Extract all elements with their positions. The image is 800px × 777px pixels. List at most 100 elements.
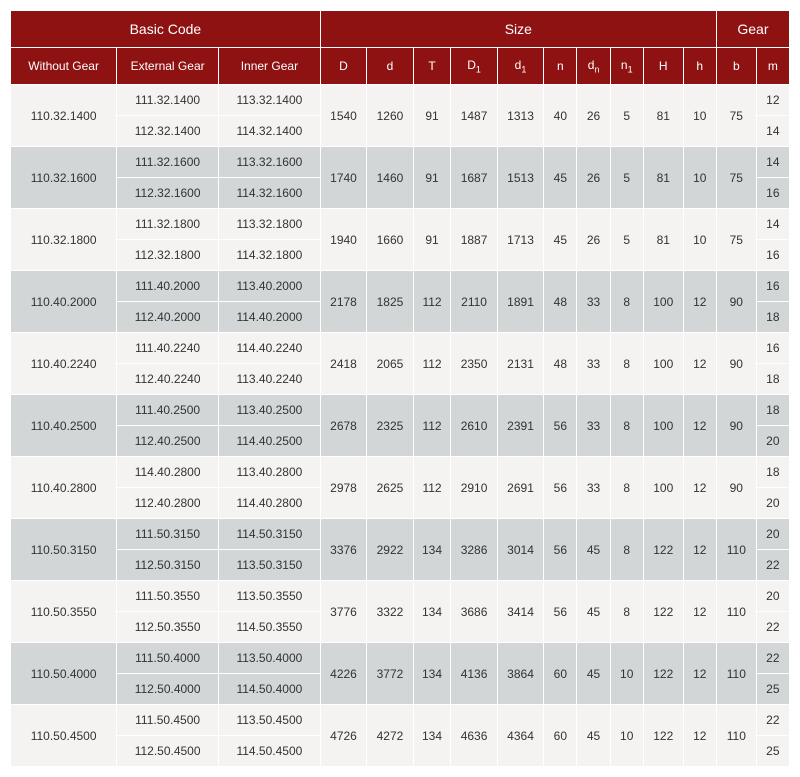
cell-T: 91	[413, 147, 451, 209]
table-row: 110.40.2500111.40.2500113.40.25002678232…	[11, 395, 790, 426]
cell-D: 2978	[320, 457, 366, 519]
cell-D1: 2110	[451, 271, 497, 333]
cell-m: 20	[756, 426, 789, 457]
cell-D: 3376	[320, 519, 366, 581]
cell-T: 134	[413, 519, 451, 581]
cell-h: 12	[683, 643, 716, 705]
cell-inner-gear: 113.32.1400	[219, 85, 321, 116]
cell-d1: 1713	[497, 209, 543, 271]
cell-n1: 5	[610, 209, 643, 271]
cell-d1: 3864	[497, 643, 543, 705]
cell-without-gear: 110.40.2240	[11, 333, 117, 395]
cell-without-gear: 110.50.3550	[11, 581, 117, 643]
table-row: 110.50.3150111.50.3150114.50.31503376292…	[11, 519, 790, 550]
cell-n1: 8	[610, 395, 643, 457]
cell-without-gear: 110.50.4000	[11, 643, 117, 705]
cell-D: 4226	[320, 643, 366, 705]
cell-inner-gear: 113.50.3150	[219, 550, 321, 581]
cell-H: 100	[643, 457, 683, 519]
cell-n: 56	[544, 519, 577, 581]
cell-n: 60	[544, 643, 577, 705]
cell-D1: 4636	[451, 705, 497, 767]
cell-m: 25	[756, 674, 789, 705]
cell-external-gear: 112.32.1600	[117, 178, 219, 209]
hdr-d: d	[367, 48, 413, 85]
cell-d1: 3014	[497, 519, 543, 581]
cell-n1: 10	[610, 705, 643, 767]
cell-T: 91	[413, 209, 451, 271]
cell-dn: 26	[577, 209, 610, 271]
cell-n: 45	[544, 147, 577, 209]
cell-H: 81	[643, 147, 683, 209]
cell-n1: 8	[610, 271, 643, 333]
cell-d: 2325	[367, 395, 413, 457]
cell-external-gear: 112.50.4000	[117, 674, 219, 705]
cell-m: 18	[756, 457, 789, 488]
cell-T: 134	[413, 643, 451, 705]
cell-inner-gear: 114.50.3150	[219, 519, 321, 550]
cell-H: 122	[643, 581, 683, 643]
cell-h: 12	[683, 581, 716, 643]
cell-h: 12	[683, 457, 716, 519]
cell-without-gear: 110.40.2800	[11, 457, 117, 519]
cell-b: 110	[716, 519, 756, 581]
cell-inner-gear: 114.50.4000	[219, 674, 321, 705]
hdr-n1: n1	[610, 48, 643, 85]
cell-h: 10	[683, 209, 716, 271]
cell-dn: 26	[577, 85, 610, 147]
cell-inner-gear: 113.50.4500	[219, 705, 321, 736]
cell-inner-gear: 114.32.1800	[219, 240, 321, 271]
cell-m: 16	[756, 178, 789, 209]
cell-dn: 33	[577, 457, 610, 519]
cell-D1: 3686	[451, 581, 497, 643]
cell-T: 112	[413, 271, 451, 333]
cell-external-gear: 112.32.1800	[117, 240, 219, 271]
cell-n: 56	[544, 581, 577, 643]
cell-dn: 26	[577, 147, 610, 209]
cell-H: 122	[643, 705, 683, 767]
cell-b: 75	[716, 209, 756, 271]
cell-d: 1825	[367, 271, 413, 333]
cell-m: 16	[756, 271, 789, 302]
cell-n1: 10	[610, 643, 643, 705]
hdr-D: D	[320, 48, 366, 85]
cell-external-gear: 111.40.2500	[117, 395, 219, 426]
cell-D1: 3286	[451, 519, 497, 581]
cell-H: 81	[643, 209, 683, 271]
cell-n: 56	[544, 395, 577, 457]
cell-b: 90	[716, 395, 756, 457]
hdr-T: T	[413, 48, 451, 85]
cell-m: 14	[756, 209, 789, 240]
cell-h: 12	[683, 519, 716, 581]
cell-without-gear: 110.40.2500	[11, 395, 117, 457]
cell-inner-gear: 113.32.1800	[219, 209, 321, 240]
cell-d: 2922	[367, 519, 413, 581]
cell-H: 100	[643, 271, 683, 333]
cell-D: 2178	[320, 271, 366, 333]
cell-dn: 45	[577, 581, 610, 643]
cell-d: 2065	[367, 333, 413, 395]
cell-d: 3322	[367, 581, 413, 643]
cell-dn: 45	[577, 705, 610, 767]
cell-H: 81	[643, 85, 683, 147]
spec-table: Basic Code Size Gear Without Gear Extern…	[10, 10, 790, 767]
cell-d: 2625	[367, 457, 413, 519]
cell-T: 112	[413, 333, 451, 395]
cell-b: 110	[716, 643, 756, 705]
cell-external-gear: 112.50.4500	[117, 736, 219, 767]
hdr-external-gear: External Gear	[117, 48, 219, 85]
cell-D: 4726	[320, 705, 366, 767]
cell-b: 75	[716, 147, 756, 209]
cell-D: 1740	[320, 147, 366, 209]
cell-D1: 1887	[451, 209, 497, 271]
cell-H: 122	[643, 643, 683, 705]
cell-h: 12	[683, 333, 716, 395]
cell-inner-gear: 114.50.3550	[219, 612, 321, 643]
cell-dn: 33	[577, 395, 610, 457]
table-row: 110.50.4000111.50.4000113.50.40004226377…	[11, 643, 790, 674]
cell-m: 22	[756, 550, 789, 581]
hdr-dn: dn	[577, 48, 610, 85]
hdr-b: b	[716, 48, 756, 85]
cell-m: 20	[756, 488, 789, 519]
cell-m: 22	[756, 612, 789, 643]
